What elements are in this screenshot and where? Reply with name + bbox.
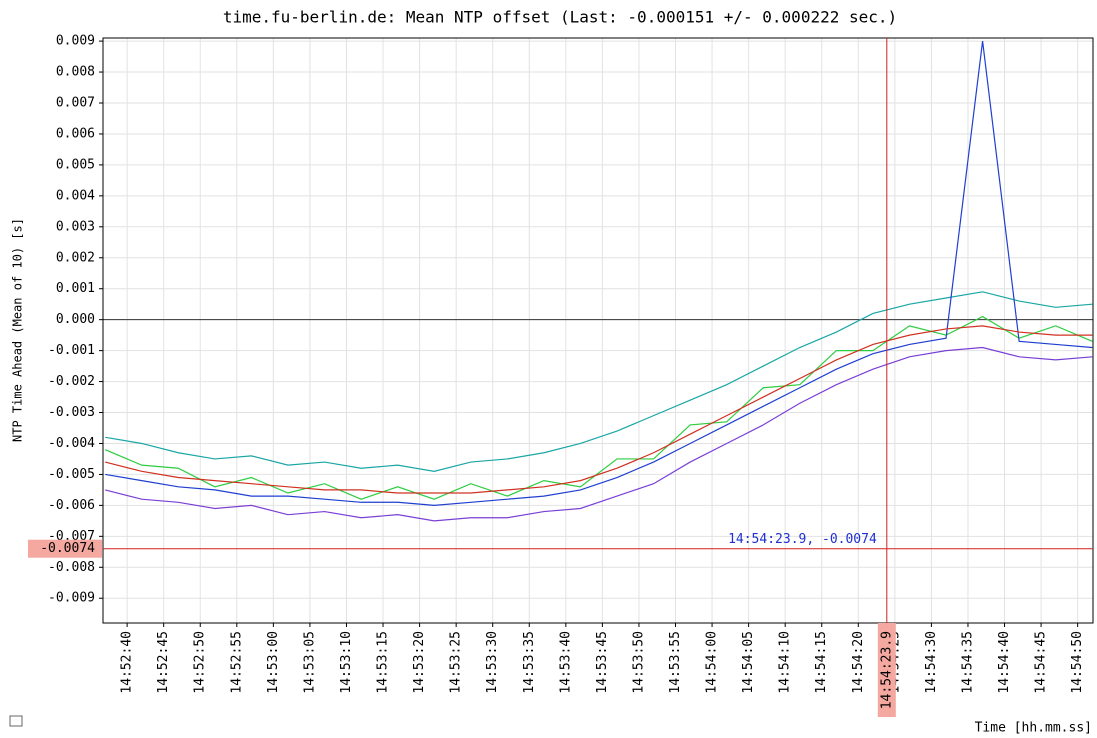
x-axis-label: Time [hh.mm.ss] xyxy=(975,721,1092,736)
x-tick-label: 14:52:50 xyxy=(193,631,208,694)
x-tick-label: 14:54:35 xyxy=(960,631,975,694)
crosshair-y-label: -0.0074 xyxy=(40,541,95,556)
series-line xyxy=(104,315,1093,500)
plot-frame xyxy=(102,37,1094,624)
icon[interactable] xyxy=(9,715,23,727)
series-line xyxy=(105,346,1093,522)
x-tick-label: 14:54:00 xyxy=(705,631,720,694)
x-tick-label: 14:52:55 xyxy=(229,631,244,694)
y-tick-label: 0.009 xyxy=(56,34,95,49)
x-tick-label: 14:52:40 xyxy=(120,631,135,694)
crosshair-x-label: 14:54:23.9 xyxy=(879,631,894,709)
y-tick-label: 0.001 xyxy=(56,281,95,296)
x-tick-label: 14:53:55 xyxy=(668,631,683,694)
y-tick-label: -0.009 xyxy=(48,591,95,606)
x-tick-label: 14:53:15 xyxy=(376,631,391,694)
y-tick-label: 0.002 xyxy=(56,250,95,265)
x-tick-label: 14:54:50 xyxy=(1070,631,1085,694)
y-tick-label: -0.008 xyxy=(48,560,95,575)
x-tick-label: 14:53:50 xyxy=(631,631,646,694)
y-tick-label: 0.008 xyxy=(56,65,95,80)
y-tick-label: -0.004 xyxy=(48,436,95,451)
x-tick-label: 14:53:05 xyxy=(302,631,317,694)
x-tick-label: 14:54:30 xyxy=(924,631,939,694)
series-line xyxy=(105,291,1093,472)
y-tick-label: -0.001 xyxy=(48,343,95,358)
x-tick-label: 14:54:20 xyxy=(851,631,866,694)
x-tick-label: 14:53:25 xyxy=(449,631,464,694)
x-tick-label: 14:53:35 xyxy=(522,631,537,694)
y-tick-label: 0.007 xyxy=(56,96,95,111)
x-tick-label: 14:52:45 xyxy=(156,631,171,694)
y-tick-label: -0.003 xyxy=(48,405,95,420)
x-tick-label: 14:53:10 xyxy=(339,631,354,694)
x-tick-label: 14:54:40 xyxy=(997,631,1012,694)
x-tick-label: 14:53:40 xyxy=(558,631,573,694)
x-tick-label: 14:54:05 xyxy=(741,631,756,694)
y-axis-label: NTP Time Ahead (Mean of 10) [s] xyxy=(11,218,25,442)
x-tick-label: 14:53:45 xyxy=(595,631,610,694)
x-tick-label: 14:53:00 xyxy=(266,631,281,694)
crosshair-label: 14:54:23.9, -0.0074 xyxy=(728,532,877,547)
chart-title: time.fu-berlin.de: Mean NTP offset (Last… xyxy=(223,8,897,27)
y-tick-label: 0.004 xyxy=(56,188,95,203)
crosshair-x-box xyxy=(877,623,896,717)
x-tick-label: 14:54:10 xyxy=(778,631,793,694)
y-tick-label: -0.005 xyxy=(48,467,95,482)
x-tick-label: 14:54:45 xyxy=(1034,631,1049,694)
y-tick-label: 0.003 xyxy=(56,219,95,234)
y-tick-label: 0.005 xyxy=(56,157,95,172)
x-tick-label: 14:54:15 xyxy=(814,631,829,694)
y-tick-label: 0.006 xyxy=(56,126,95,141)
x-tick-label: 14:53:30 xyxy=(485,631,500,694)
y-tick-label: 0.000 xyxy=(56,312,95,327)
y-tick-label: -0.006 xyxy=(48,498,95,513)
series-line xyxy=(105,325,1093,494)
crosshair-y-box xyxy=(28,539,102,558)
x-tick-label: 14:53:20 xyxy=(412,631,427,694)
y-tick-label: -0.002 xyxy=(48,374,95,389)
series-line xyxy=(105,41,1093,506)
